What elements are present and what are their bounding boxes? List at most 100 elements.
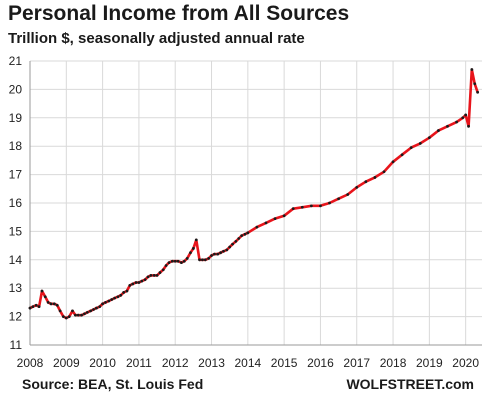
data-point	[264, 221, 268, 225]
data-point	[101, 302, 105, 306]
data-point	[167, 261, 171, 265]
data-point	[170, 259, 174, 263]
y-tick-label: 21	[9, 54, 23, 68]
data-point	[31, 305, 35, 309]
data-point	[203, 258, 207, 262]
data-point	[34, 303, 38, 307]
y-tick-label: 15	[9, 224, 23, 238]
y-tick-label: 19	[9, 111, 23, 125]
data-point	[291, 207, 295, 211]
data-point	[273, 217, 277, 221]
data-point	[149, 274, 153, 277]
data-point	[131, 282, 135, 286]
data-point	[309, 204, 313, 208]
data-point	[243, 232, 247, 236]
x-tick-label: 2014	[234, 356, 261, 370]
data-point	[337, 197, 340, 201]
data-point	[140, 279, 144, 283]
y-tick-label: 13	[9, 281, 23, 295]
data-point	[128, 283, 132, 287]
data-point	[189, 251, 192, 255]
data-point	[231, 242, 234, 246]
data-point	[107, 299, 111, 303]
data-point	[158, 271, 162, 274]
data-point	[40, 289, 44, 293]
data-point	[319, 204, 322, 208]
data-point	[179, 261, 183, 265]
y-tick-label: 17	[9, 168, 23, 182]
data-point	[198, 258, 201, 262]
y-tick-label: 16	[9, 196, 23, 210]
series-line	[28, 68, 479, 320]
data-point	[76, 313, 80, 317]
x-tick-label: 2019	[416, 356, 443, 370]
data-point	[95, 306, 98, 310]
data-point	[455, 120, 458, 124]
data-point	[213, 252, 216, 256]
data-point	[146, 275, 150, 279]
data-point	[98, 305, 102, 309]
data-point	[89, 309, 93, 313]
data-point	[104, 301, 107, 304]
x-axis-ticks: 2008 2009 2010 2011 2012 2013 2014 2015 2016 2017…	[17, 356, 480, 370]
data-point	[143, 278, 147, 282]
data-point	[476, 90, 480, 94]
data-point	[155, 274, 159, 277]
data-point	[328, 201, 331, 205]
data-point	[176, 259, 180, 263]
data-point	[382, 170, 386, 174]
data-point	[67, 315, 71, 318]
data-point	[52, 302, 56, 306]
chart-title: Personal Income from All Sources	[8, 2, 350, 25]
data-point	[92, 308, 95, 311]
data-point	[210, 254, 213, 257]
data-point	[300, 205, 304, 209]
x-tick-label: 2020	[452, 356, 479, 370]
data-point	[64, 316, 68, 320]
data-point	[228, 245, 232, 249]
y-tick-label: 12	[9, 310, 23, 324]
data-point	[58, 309, 62, 313]
data-point	[73, 313, 77, 317]
data-point	[464, 113, 468, 117]
data-point	[173, 259, 177, 263]
data-point	[46, 301, 50, 304]
x-tick-label: 2011	[126, 356, 152, 370]
x-tick-label: 2009	[53, 356, 80, 370]
data-point	[446, 124, 449, 128]
data-point	[237, 237, 241, 240]
data-point	[216, 252, 220, 256]
data-point	[240, 234, 244, 238]
data-point	[85, 310, 89, 314]
data-point	[473, 82, 477, 86]
x-tick-label: 2008	[17, 356, 44, 370]
data-point	[80, 313, 83, 317]
grid-lines	[29, 60, 482, 346]
chart-subtitle: Trillion $, seasonally adjusted annual r…	[8, 30, 305, 47]
data-point	[409, 146, 413, 150]
data-point	[373, 176, 377, 179]
data-point	[113, 296, 116, 300]
data-point	[364, 180, 368, 184]
data-point	[49, 302, 53, 306]
x-tick-label: 2013	[198, 356, 225, 370]
data-point	[55, 303, 59, 307]
data-point	[43, 295, 47, 299]
data-point	[400, 153, 404, 157]
x-tick-label: 2016	[307, 356, 334, 370]
y-tick-label: 14	[9, 253, 23, 267]
data-point	[282, 214, 286, 218]
source-note: Source: BEA, St. Louis Fed	[22, 376, 204, 392]
data-point	[182, 259, 186, 263]
data-point	[164, 264, 168, 267]
data-point	[185, 256, 189, 260]
data-point	[161, 268, 165, 272]
data-point	[355, 185, 359, 189]
data-point	[152, 274, 156, 277]
data-point	[346, 193, 350, 196]
data-point	[191, 247, 195, 250]
series-group	[28, 68, 480, 320]
data-point	[391, 160, 395, 164]
data-point	[125, 289, 129, 293]
